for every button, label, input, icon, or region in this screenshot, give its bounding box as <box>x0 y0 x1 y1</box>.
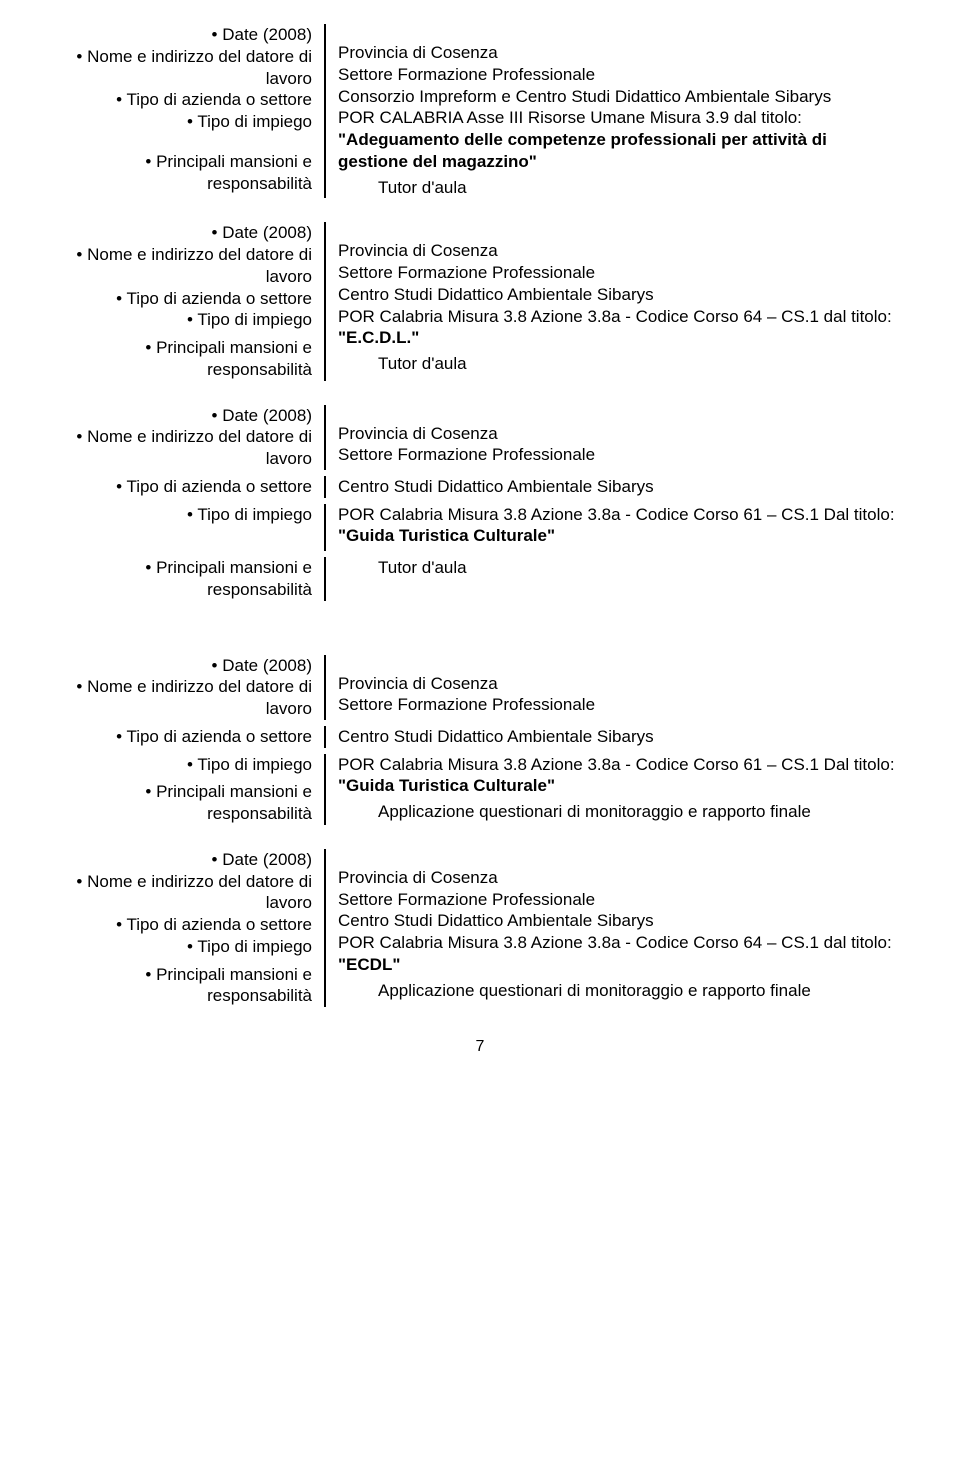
label-jobtype: • Tipo di impiego <box>64 504 312 526</box>
value-jobtype: POR Calabria Misura 3.8 Azione 3.8a - Co… <box>338 932 896 976</box>
separator <box>324 504 326 552</box>
value-settore: Settore Formazione Professionale <box>338 694 896 716</box>
separator <box>324 476 326 498</box>
label-sector: • Tipo di azienda o settore <box>64 476 312 498</box>
values-col: Centro Studi Didattico Ambientale Sibary… <box>338 726 896 748</box>
value-sector: Consorzio Impreform e Centro Studi Didat… <box>338 86 896 108</box>
label-duties: • Principali mansioni e responsabilità <box>64 557 312 601</box>
label-date: • Date (2008) <box>64 405 312 427</box>
cv-row: • Tipo di azienda o settore Centro Studi… <box>64 726 896 748</box>
values-col: Provincia di Cosenza Settore Formazione … <box>338 655 896 720</box>
value-duties: Applicazione questionari di monitoraggio… <box>338 980 896 1002</box>
value-settore: Settore Formazione Professionale <box>338 889 896 911</box>
label-employer: • Nome e indirizzo del datore di lavoro <box>64 871 312 915</box>
label-date: • Date (2008) <box>64 24 312 46</box>
value-settore: Settore Formazione Professionale <box>338 444 896 466</box>
cv-entry-1: • Date (2008) • Nome e indirizzo del dat… <box>64 24 896 198</box>
cv-entry-4: • Date (2008) • Nome e indirizzo del dat… <box>64 655 896 825</box>
label-date: • Date (2008) <box>64 222 312 244</box>
label-sector: • Tipo di azienda o settore <box>64 914 312 936</box>
value-settore: Settore Formazione Professionale <box>338 262 896 284</box>
value-prov: Provincia di Cosenza <box>338 867 896 889</box>
cv-row: • Principali mansioni e responsabilità T… <box>64 557 896 601</box>
values-col: Centro Studi Didattico Ambientale Sibary… <box>338 476 896 498</box>
labels-col: • Date (2008) • Nome e indirizzo del dat… <box>64 222 324 380</box>
label-jobtype: • Tipo di impiego <box>64 309 312 331</box>
label-date: • Date (2008) <box>64 849 312 871</box>
values-col: Provincia di Cosenza Settore Formazione … <box>338 222 896 380</box>
value-sector: Centro Studi Didattico Ambientale Sibary… <box>338 910 896 932</box>
values-col: Provincia di Cosenza Settore Formazione … <box>338 405 896 470</box>
separator <box>324 405 326 470</box>
value-sector: Centro Studi Didattico Ambientale Sibary… <box>338 476 896 498</box>
label-sector: • Tipo di azienda o settore <box>64 89 312 111</box>
labels-col: • Date (2008) • Nome e indirizzo del dat… <box>64 24 324 198</box>
values-col: Provincia di Cosenza Settore Formazione … <box>338 24 896 198</box>
value-prov: Provincia di Cosenza <box>338 42 896 64</box>
labels-col: • Tipo di impiego <box>64 504 324 552</box>
cv-row: • Date (2008) • Nome e indirizzo del dat… <box>64 405 896 470</box>
value-duties: Tutor d'aula <box>338 353 896 375</box>
cv-row: • Date (2008) • Nome e indirizzo del dat… <box>64 24 896 198</box>
separator <box>324 557 326 601</box>
label-employer: • Nome e indirizzo del datore di lavoro <box>64 244 312 288</box>
label-jobtype: • Tipo di impiego <box>64 754 312 776</box>
separator <box>324 655 326 720</box>
value-prov: Provincia di Cosenza <box>338 673 896 695</box>
label-sector: • Tipo di azienda o settore <box>64 726 312 748</box>
label-employer: • Nome e indirizzo del datore di lavoro <box>64 46 312 90</box>
label-duties: • Principali mansioni e responsabilità <box>64 964 312 1008</box>
value-duties: Tutor d'aula <box>338 177 896 199</box>
values-col: POR Calabria Misura 3.8 Azione 3.8a - Co… <box>338 754 896 825</box>
value-sector: Centro Studi Didattico Ambientale Sibary… <box>338 726 896 748</box>
label-duties: • Principali mansioni e responsabilità <box>64 781 312 825</box>
values-col: POR Calabria Misura 3.8 Azione 3.8a - Co… <box>338 504 896 552</box>
labels-col: • Tipo di azienda o settore <box>64 476 324 498</box>
label-sector: • Tipo di azienda o settore <box>64 288 312 310</box>
separator <box>324 849 326 1007</box>
value-jobtype: POR Calabria Misura 3.8 Azione 3.8a - Co… <box>338 754 896 798</box>
label-jobtype: • Tipo di impiego <box>64 936 312 958</box>
page-number: 7 <box>64 1037 896 1057</box>
label-employer: • Nome e indirizzo del datore di lavoro <box>64 426 312 470</box>
values-col: Tutor d'aula <box>338 557 896 601</box>
value-prov: Provincia di Cosenza <box>338 423 896 445</box>
label-duties: • Principali mansioni e responsabilità <box>64 337 312 381</box>
cv-row: • Tipo di impiego POR Calabria Misura 3.… <box>64 504 896 552</box>
cv-row: • Date (2008) • Nome e indirizzo del dat… <box>64 222 896 380</box>
cv-row: • Tipo di impiego • Principali mansioni … <box>64 754 896 825</box>
labels-col: • Principali mansioni e responsabilità <box>64 557 324 601</box>
cv-entry-2: • Date (2008) • Nome e indirizzo del dat… <box>64 222 896 380</box>
value-jobtype: POR CALABRIA Asse III Risorse Umane Misu… <box>338 107 896 172</box>
separator <box>324 222 326 380</box>
value-sector: Centro Studi Didattico Ambientale Sibary… <box>338 284 896 306</box>
value-jobtype: POR Calabria Misura 3.8 Azione 3.8a - Co… <box>338 306 896 350</box>
cv-entry-3: • Date (2008) • Nome e indirizzo del dat… <box>64 405 896 601</box>
label-jobtype: • Tipo di impiego <box>64 111 312 133</box>
labels-col: • Date (2008) • Nome e indirizzo del dat… <box>64 849 324 1007</box>
label-employer: • Nome e indirizzo del datore di lavoro <box>64 676 312 720</box>
value-prov: Provincia di Cosenza <box>338 240 896 262</box>
value-settore: Settore Formazione Professionale <box>338 64 896 86</box>
value-jobtype: POR Calabria Misura 3.8 Azione 3.8a - Co… <box>338 504 896 548</box>
labels-col: • Date (2008) • Nome e indirizzo del dat… <box>64 405 324 470</box>
separator <box>324 24 326 198</box>
cv-row: • Date (2008) • Nome e indirizzo del dat… <box>64 849 896 1007</box>
cv-row: • Date (2008) • Nome e indirizzo del dat… <box>64 655 896 720</box>
labels-col: • Date (2008) • Nome e indirizzo del dat… <box>64 655 324 720</box>
cv-entry-5: • Date (2008) • Nome e indirizzo del dat… <box>64 849 896 1007</box>
values-col: Provincia di Cosenza Settore Formazione … <box>338 849 896 1007</box>
value-duties: Tutor d'aula <box>338 557 896 579</box>
separator <box>324 754 326 825</box>
label-duties: • Principali mansioni e responsabilità <box>64 151 312 195</box>
label-date: • Date (2008) <box>64 655 312 677</box>
separator <box>324 726 326 748</box>
labels-col: • Tipo di azienda o settore <box>64 726 324 748</box>
value-duties: Applicazione questionari di monitoraggio… <box>338 801 896 823</box>
labels-col: • Tipo di impiego • Principali mansioni … <box>64 754 324 825</box>
cv-row: • Tipo di azienda o settore Centro Studi… <box>64 476 896 498</box>
